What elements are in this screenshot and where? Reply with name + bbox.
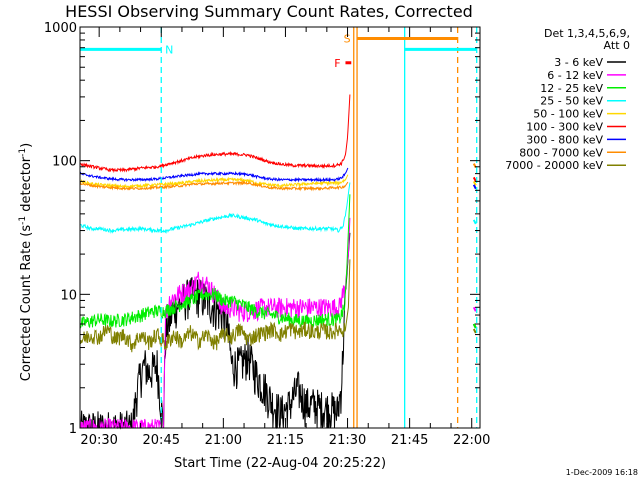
legend-header-1: Att 0 [604,39,630,52]
series-line-6 [79,167,349,183]
plot-frame [79,26,481,429]
series-line-4 [79,174,349,190]
x-tick-label-3: 21:15 [267,433,304,448]
series-line-1 [79,217,351,430]
flag-bars: N SF [80,33,477,70]
legend-label-8: 7000 - 20000 keV [505,159,603,172]
x-tick-label-2: 21:00 [205,433,242,448]
y-tick-label-0: 1 [69,422,77,437]
flag-label-0: N [165,43,173,56]
series-line-5 [79,94,351,174]
series-line-7 [79,180,349,192]
legend-label-4: 50 - 100 keV [533,108,603,121]
y-tick-label-3: 1000 [44,21,77,36]
vertical-lines [160,27,478,428]
x-tick-label-4: 21:30 [329,433,366,448]
post-gap-segment-8 [472,328,477,334]
x-tick-label-5: 21:45 [391,433,428,448]
x-tick-label-0: 20:30 [80,433,117,448]
flag-label-2: S [344,33,351,46]
axes: 1 10 100 1000 20:30 20:45 21:00 21:15 21:30 21:45… [44,21,491,448]
legend-label-0: 3 - 6 keV [554,56,603,69]
post-gap-segment-1 [472,306,477,312]
footer-date: 1-Dec-2009 16:18 [566,468,638,477]
series-line-8 [79,259,351,353]
series-layer [79,94,477,430]
y-tick-label-1: 10 [60,288,77,303]
legend-label-7: 800 - 7000 keV [519,146,603,159]
post-gap-segment-6 [472,184,477,190]
chart-title: HESSI Observing Summary Count Rates, Cor… [65,2,473,21]
x-axis-label: Start Time (22-Aug-04 20:25:22) [174,456,386,471]
legend-label-2: 12 - 25 keV [540,82,603,95]
series-line-3 [79,182,351,234]
post-gap-segment-4 [472,180,477,186]
post-gap-segment-5 [472,176,477,182]
flag-label-3: F [334,57,340,70]
legend-label-6: 300 - 800 keV [526,133,603,146]
x-tick-label-1: 20:45 [143,433,180,448]
post-gap-segment-2 [472,323,477,329]
y-tick-label-2: 100 [52,155,77,170]
post-gap-segment-3 [472,219,477,225]
series-line-0 [79,232,351,430]
y-axis-label: Corrected Count Rate (s-1 detector-1) [18,143,34,381]
x-tick-label-6: 22:00 [453,433,490,448]
legend-label-5: 100 - 300 keV [526,121,603,134]
legend-label-3: 25 - 50 keV [540,95,603,108]
legend-header-0: Det 1,3,4,5,6,9, [544,27,630,40]
legend-label-1: 6 - 12 keV [547,69,603,82]
